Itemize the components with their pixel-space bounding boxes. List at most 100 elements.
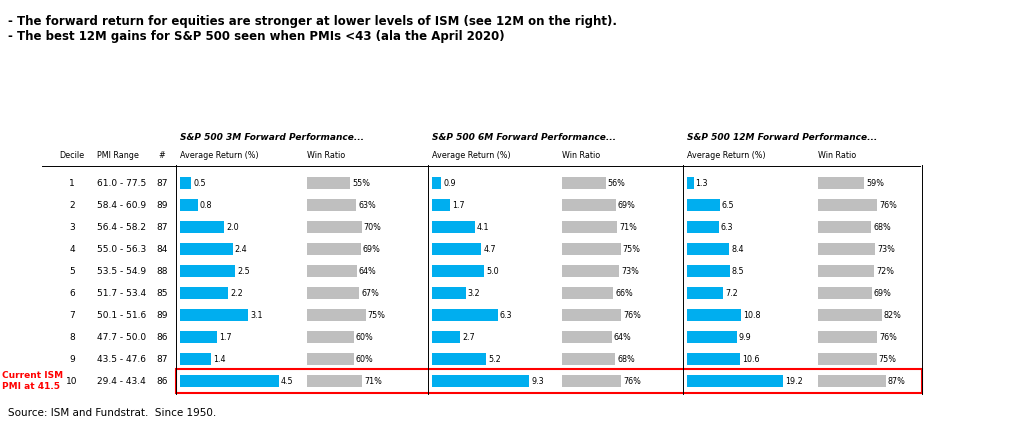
Text: 73%: 73% (621, 267, 639, 276)
Text: 55.0 - 56.3: 55.0 - 56.3 (97, 245, 146, 254)
Bar (432, 353, 486, 366)
Bar (180, 309, 248, 321)
Text: 56.4 - 58.2: 56.4 - 58.2 (97, 222, 146, 231)
Bar (307, 353, 354, 366)
Text: 4: 4 (70, 245, 75, 254)
Bar (687, 353, 740, 366)
Text: Win Ratio: Win Ratio (307, 151, 345, 160)
Text: 9: 9 (70, 354, 75, 363)
Text: Win Ratio: Win Ratio (818, 151, 856, 160)
Text: 51.7 - 53.4: 51.7 - 53.4 (97, 289, 146, 298)
Bar (687, 264, 729, 277)
Text: 75%: 75% (368, 310, 385, 319)
Text: 7: 7 (70, 310, 75, 319)
Text: 8.5: 8.5 (731, 267, 744, 276)
Bar (307, 287, 359, 299)
Bar (562, 243, 621, 255)
Bar (432, 287, 466, 299)
Text: 64%: 64% (614, 332, 632, 341)
Bar (432, 331, 460, 344)
Bar (432, 221, 475, 233)
Bar (562, 221, 617, 233)
Bar (180, 221, 224, 233)
Text: S&P 500 3M Forward Performance...: S&P 500 3M Forward Performance... (180, 132, 364, 141)
Bar (307, 177, 350, 189)
Text: 0.8: 0.8 (200, 200, 212, 209)
Text: 87%: 87% (888, 377, 906, 386)
Bar (307, 375, 362, 387)
Bar (818, 221, 871, 233)
Bar (687, 243, 729, 255)
Text: 2.0: 2.0 (226, 222, 239, 231)
Text: 9.3: 9.3 (531, 377, 544, 386)
Text: 1.3: 1.3 (695, 178, 708, 187)
Bar (180, 243, 232, 255)
Text: Average Return (%): Average Return (%) (687, 151, 766, 160)
Text: 68%: 68% (873, 222, 891, 231)
Bar (432, 309, 498, 321)
Bar (432, 199, 450, 212)
Text: 4.1: 4.1 (477, 222, 489, 231)
Text: 2.4: 2.4 (234, 245, 248, 254)
Text: Current ISM
PMI at 41.5: Current ISM PMI at 41.5 (2, 371, 63, 391)
Text: 5.0: 5.0 (486, 267, 499, 276)
Text: 75%: 75% (623, 245, 640, 254)
Text: 73%: 73% (877, 245, 895, 254)
Text: 86: 86 (157, 332, 168, 341)
Text: 88: 88 (157, 267, 168, 276)
Bar (307, 309, 366, 321)
Text: 71%: 71% (365, 377, 382, 386)
Bar (687, 199, 720, 212)
Bar (180, 177, 191, 189)
Bar (818, 243, 874, 255)
Text: 4.5: 4.5 (281, 377, 294, 386)
Bar (562, 309, 622, 321)
Bar (180, 353, 211, 366)
Bar (818, 375, 886, 387)
Text: 58.4 - 60.9: 58.4 - 60.9 (97, 200, 146, 209)
Text: 6.3: 6.3 (500, 310, 512, 319)
Bar (818, 199, 878, 212)
Text: 69%: 69% (617, 200, 636, 209)
Text: 87: 87 (157, 178, 168, 187)
Text: 50.1 - 51.6: 50.1 - 51.6 (97, 310, 146, 319)
Text: 3.2: 3.2 (468, 289, 480, 298)
Text: 61.0 - 77.5: 61.0 - 77.5 (97, 178, 146, 187)
Text: 60%: 60% (355, 332, 374, 341)
Bar (180, 287, 228, 299)
Text: - The best 12M gains for S&P 500 seen when PMIs <43 (ala the April 2020): - The best 12M gains for S&P 500 seen wh… (8, 30, 505, 43)
Text: 71%: 71% (620, 222, 637, 231)
Bar (432, 264, 484, 277)
Text: 70%: 70% (364, 222, 382, 231)
Bar (307, 199, 356, 212)
Text: 89: 89 (157, 200, 168, 209)
Text: 68%: 68% (617, 354, 635, 363)
Bar (176, 369, 922, 393)
Text: 8.4: 8.4 (731, 245, 743, 254)
Bar (818, 177, 864, 189)
Text: 63%: 63% (358, 200, 376, 209)
Text: 56%: 56% (607, 178, 626, 187)
Text: 7.2: 7.2 (725, 289, 737, 298)
Text: 82%: 82% (884, 310, 902, 319)
Bar (180, 199, 198, 212)
Text: 76%: 76% (624, 310, 641, 319)
Text: - The forward return for equities are stronger at lower levels of ISM (see 12M o: - The forward return for equities are st… (8, 15, 617, 28)
Text: 2.2: 2.2 (230, 289, 243, 298)
Text: 4.7: 4.7 (483, 245, 496, 254)
Bar (818, 309, 882, 321)
Text: 72%: 72% (877, 267, 894, 276)
Bar (180, 331, 217, 344)
Text: 85: 85 (157, 289, 168, 298)
Bar (562, 199, 615, 212)
Bar (562, 331, 612, 344)
Bar (180, 375, 279, 387)
Bar (432, 177, 441, 189)
Bar (307, 221, 361, 233)
Text: 6.5: 6.5 (722, 200, 734, 209)
Text: 2.7: 2.7 (462, 332, 475, 341)
Text: 6.3: 6.3 (721, 222, 733, 231)
Text: 6: 6 (70, 289, 75, 298)
Text: 59%: 59% (866, 178, 884, 187)
Text: 10.8: 10.8 (743, 310, 761, 319)
